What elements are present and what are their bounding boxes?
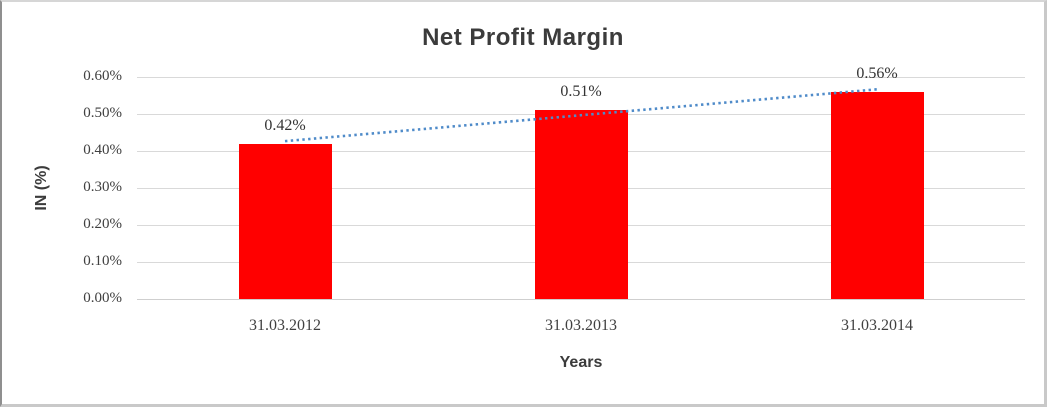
chart-title: Net Profit Margin <box>422 24 624 51</box>
trendline-layer <box>284 88 878 143</box>
bar-31.03.2013 <box>534 110 628 299</box>
y-tick-label: 0.20% <box>83 216 122 232</box>
y-tick-label: 0.30% <box>83 179 122 195</box>
bar-value-label: 0.42% <box>264 116 306 134</box>
bar-31.03.2014 <box>830 91 924 299</box>
bar-value-label: 0.56% <box>856 64 898 82</box>
y-axis-title: IN (%) <box>33 165 50 211</box>
y-tick-label: 0.60% <box>83 68 122 84</box>
y-tick-label: 0.50% <box>83 105 122 121</box>
bar-value-label: 0.51% <box>560 83 602 101</box>
y-tick-label: 0.10% <box>83 253 122 269</box>
gridline <box>137 76 1025 78</box>
trendline <box>284 88 878 143</box>
y-tick-label: 0.40% <box>83 142 122 158</box>
x-tick-label: 31.03.2012 <box>249 317 321 334</box>
x-axis-title: Years <box>559 354 603 371</box>
bar-31.03.2012 <box>238 143 332 299</box>
y-tick-label: 0.00% <box>83 290 122 306</box>
x-tick-label: 31.03.2013 <box>545 317 617 334</box>
x-tick-label: 31.03.2014 <box>841 317 913 334</box>
plot-area <box>137 76 1025 300</box>
